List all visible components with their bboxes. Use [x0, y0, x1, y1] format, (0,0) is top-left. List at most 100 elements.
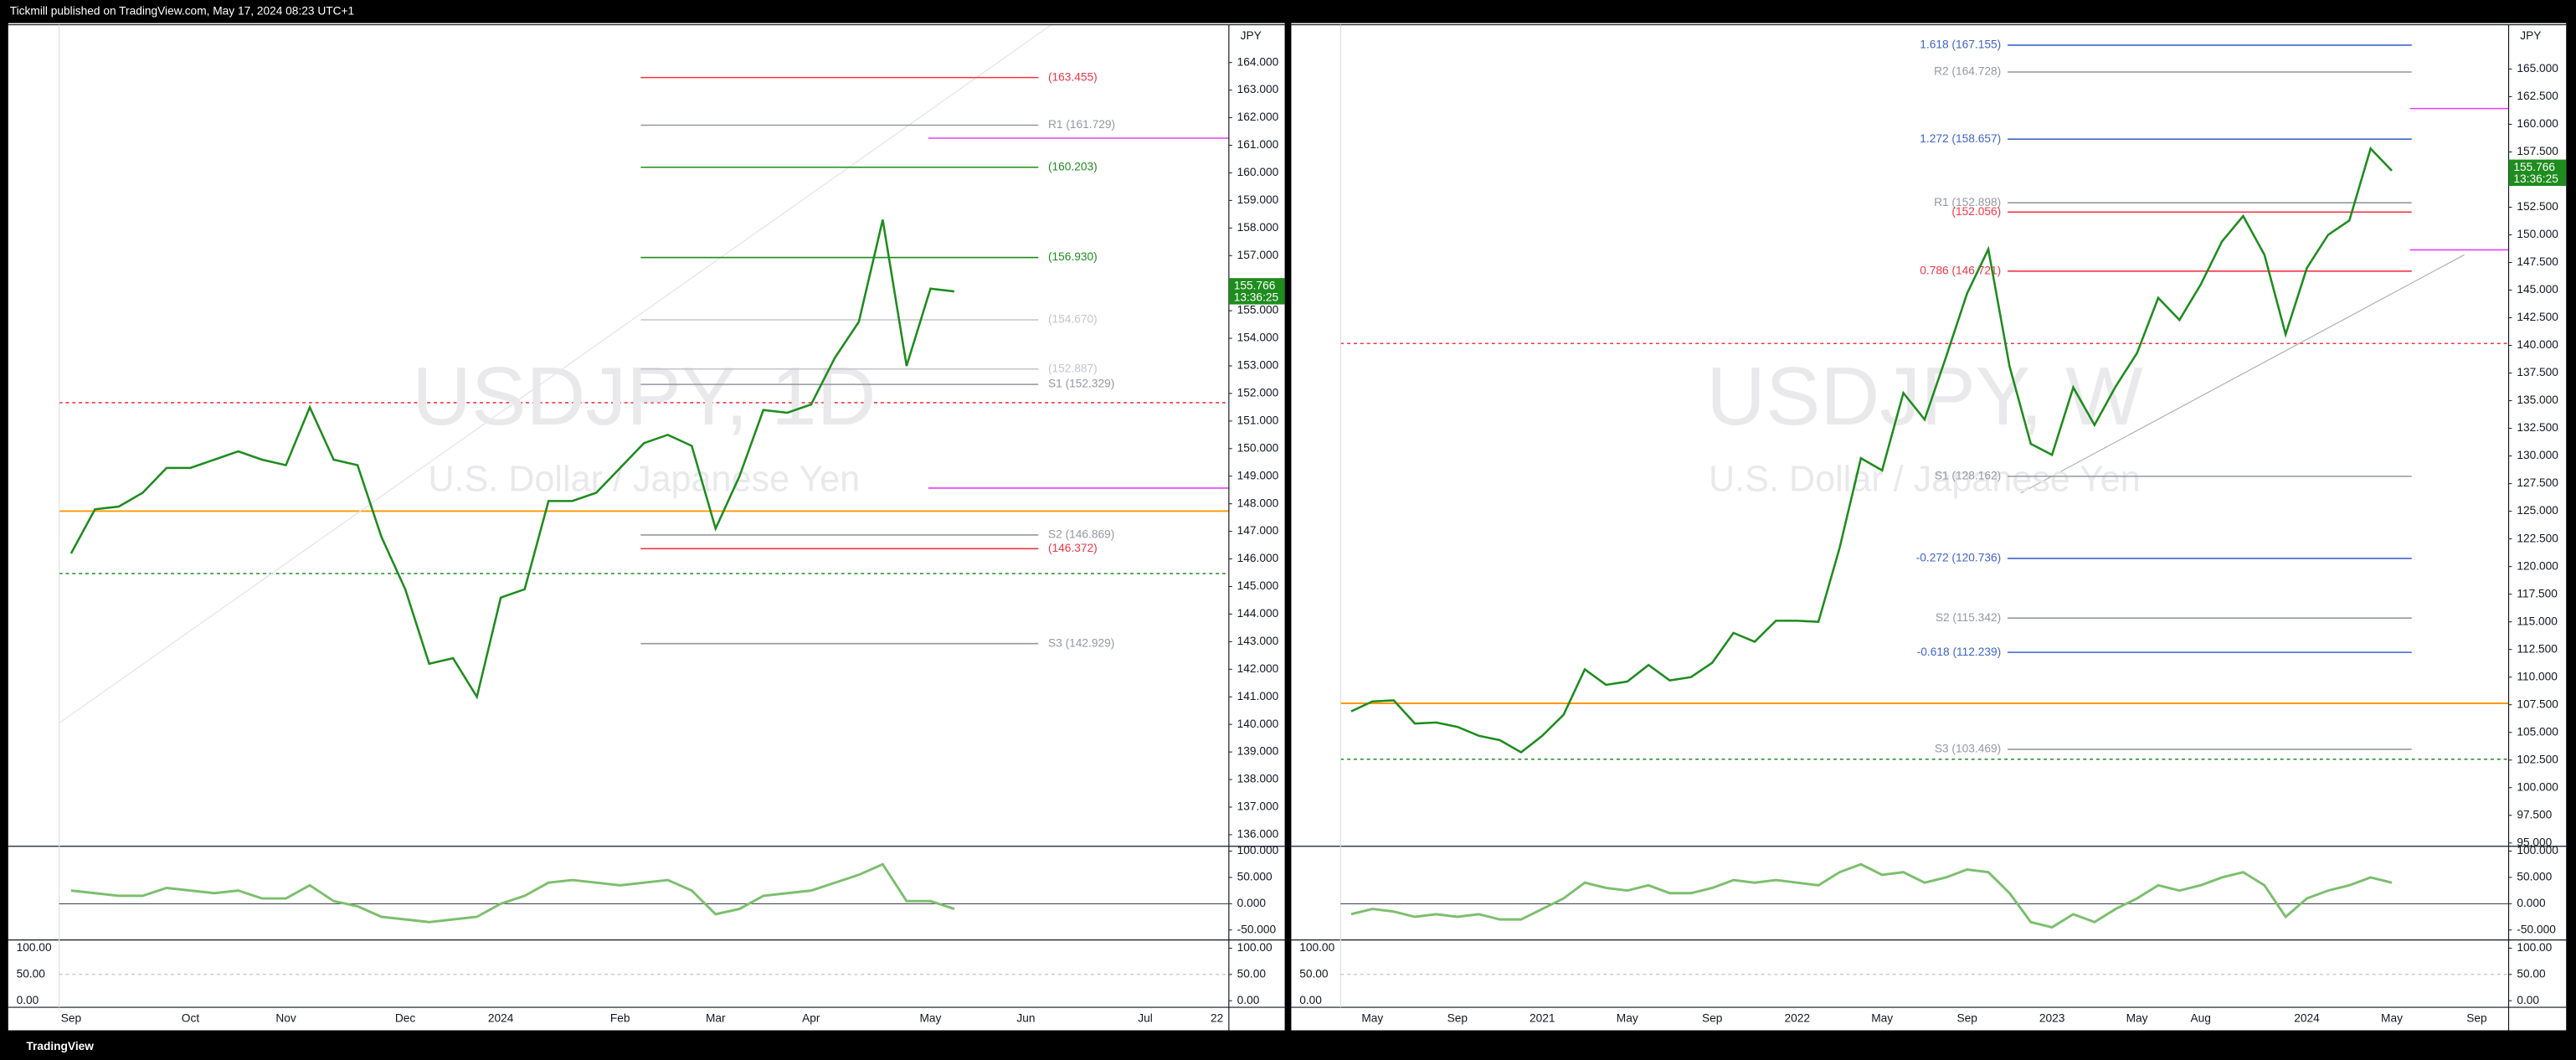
y-tick-label: 132.500: [2517, 421, 2558, 434]
trend-line: [59, 24, 1052, 724]
y-tick-label: 145.000: [2517, 283, 2558, 296]
y-tick-label: 130.000: [2517, 449, 2558, 461]
x-tick-label: May: [1871, 1011, 1893, 1024]
x-tick-label: 22: [1211, 1011, 1223, 1024]
y-tick-label: 157.500: [2517, 145, 2558, 157]
trend-line: [2020, 254, 2465, 494]
x-tick-label: May: [1361, 1011, 1383, 1024]
level-label: (156.930): [1048, 250, 1098, 263]
y-tick-label: 159.000: [1237, 193, 1279, 206]
stoch-tick-label: 100.00: [1237, 941, 1273, 954]
stoch-tick-label: 100.00: [2517, 941, 2552, 954]
level-label: (160.203): [1048, 160, 1098, 172]
y-tick-label: 142.500: [2517, 311, 2558, 323]
right-panel: [1291, 23, 2567, 1031]
x-tick-label: Nov: [275, 1011, 296, 1024]
level-label: 0.786 (146.721): [1920, 264, 2001, 276]
y-tick-label: 105.000: [2517, 725, 2558, 738]
countdown: 13:36:25: [1234, 291, 1279, 303]
osc-tick-label: 50.000: [1237, 871, 1273, 883]
watermark-symbol: USDJPY, 1D: [412, 350, 876, 442]
level-label: R1 (161.729): [1048, 118, 1115, 131]
y-tick-label: 163.000: [1237, 83, 1279, 95]
x-tick-label: Sep: [61, 1011, 82, 1024]
stoch-tick-label: 0.00: [1237, 994, 1260, 1006]
stoch-tick-label-left: 50.00: [1299, 967, 1329, 980]
osc-tick-label: 100.000: [2517, 844, 2558, 857]
stoch-tick-label-left: 0.00: [1299, 994, 1322, 1006]
x-tick-label: Mar: [706, 1011, 726, 1024]
price-tag: [1228, 278, 1285, 305]
y-tick-label: 165.000: [2517, 62, 2558, 75]
y-tick-label: 115.000: [2517, 615, 2558, 627]
y-tick-label: 122.500: [2517, 532, 2558, 544]
y-tick-label: 102.500: [2517, 753, 2558, 765]
price-line: [1350, 862, 2393, 929]
y-tick-label: 149.000: [1237, 469, 1279, 481]
level-label: (154.670): [1048, 313, 1098, 326]
stoch-tick-label-left: 50.00: [17, 967, 46, 980]
y-tick-label: 147.500: [2517, 255, 2558, 268]
y-tick-label: 143.000: [1237, 635, 1279, 647]
countdown: 13:36:25: [2513, 172, 2558, 185]
y-tick-label: 137.500: [2517, 366, 2558, 378]
y-tick-label: 153.000: [1237, 359, 1279, 372]
x-tick-label: Sep: [2466, 1011, 2487, 1024]
y-tick-label: 127.500: [2517, 476, 2558, 489]
x-tick-label: Jun: [1016, 1011, 1035, 1024]
y-tick-label: 144.000: [1237, 607, 1279, 620]
y-tick-label: 162.500: [2517, 90, 2558, 102]
x-tick-label: 2022: [1784, 1011, 1810, 1024]
y-tick-label: 107.500: [2517, 697, 2558, 710]
price-tag-label: 155.766: [2513, 161, 2555, 173]
publish-info: Tickmill published on TradingView.com, M…: [10, 4, 354, 17]
price-tag-label: 155.766: [1234, 280, 1276, 292]
level-label: (163.455): [1048, 70, 1098, 83]
x-tick-label: Sep: [1956, 1011, 1977, 1024]
y-tick-label: 112.500: [2517, 642, 2558, 655]
x-tick-label: Oct: [182, 1011, 200, 1024]
stoch-tick-label-left: 100.00: [17, 941, 52, 954]
price-line: [70, 862, 955, 924]
watermark-description: U.S. Dollar / Japanese Yen: [428, 460, 860, 500]
y-tick-label: 100.000: [2517, 780, 2558, 793]
x-tick-label: 2023: [2039, 1011, 2065, 1024]
price-line: [69, 219, 955, 700]
osc-tick-label: 0.000: [1237, 897, 1267, 909]
level-label: 1.272 (158.657): [1920, 132, 2001, 145]
y-tick-label: 147.000: [1237, 524, 1279, 537]
level-label: S2 (146.869): [1048, 528, 1114, 541]
level-label: S3 (103.469): [1935, 743, 2001, 755]
y-tick-label: 161.000: [1237, 138, 1279, 151]
price-line: [1350, 147, 2393, 754]
x-tick-label: May: [919, 1011, 941, 1024]
x-tick-label: 2021: [1530, 1011, 1555, 1024]
stoch-tick-label: 0.00: [2517, 994, 2539, 1006]
price-tag: [2508, 159, 2567, 186]
level-label: S1 (152.329): [1048, 378, 1114, 390]
y-tick-label: 158.000: [1237, 221, 1279, 234]
y-tick-label: 148.000: [1237, 497, 1279, 509]
y-tick-label: 152.500: [2517, 200, 2558, 213]
osc-tick-label: 50.000: [2517, 871, 2552, 883]
x-tick-label: Feb: [610, 1011, 630, 1024]
y-tick-label: 138.000: [1237, 773, 1279, 785]
level-label: S1 (128.162): [1935, 469, 2001, 481]
y-tick-label: 117.500: [2517, 587, 2558, 599]
x-tick-label: Sep: [1702, 1011, 1723, 1024]
y-tick-label: 136.000: [1237, 828, 1279, 841]
level-label: R1 (152.898): [1934, 196, 2001, 208]
decor-lines: [59, 24, 2509, 760]
y-tick-label: 137.000: [1237, 800, 1279, 813]
y-tick-label: 155.000: [1237, 304, 1279, 316]
x-tick-label: Aug: [2190, 1011, 2210, 1024]
y-tick-label: 135.000: [2517, 394, 2558, 406]
y-tick-label: 140.000: [1237, 718, 1279, 730]
x-tick-label: May: [1617, 1011, 1638, 1024]
x-tick-label: May: [2381, 1011, 2403, 1024]
x-tick-label: 2024: [2294, 1011, 2320, 1024]
y-tick-label: 150.000: [2517, 228, 2558, 240]
stoch-tick-label-left: 100.00: [1299, 941, 1334, 954]
y-tick-label: 139.000: [1237, 745, 1279, 758]
